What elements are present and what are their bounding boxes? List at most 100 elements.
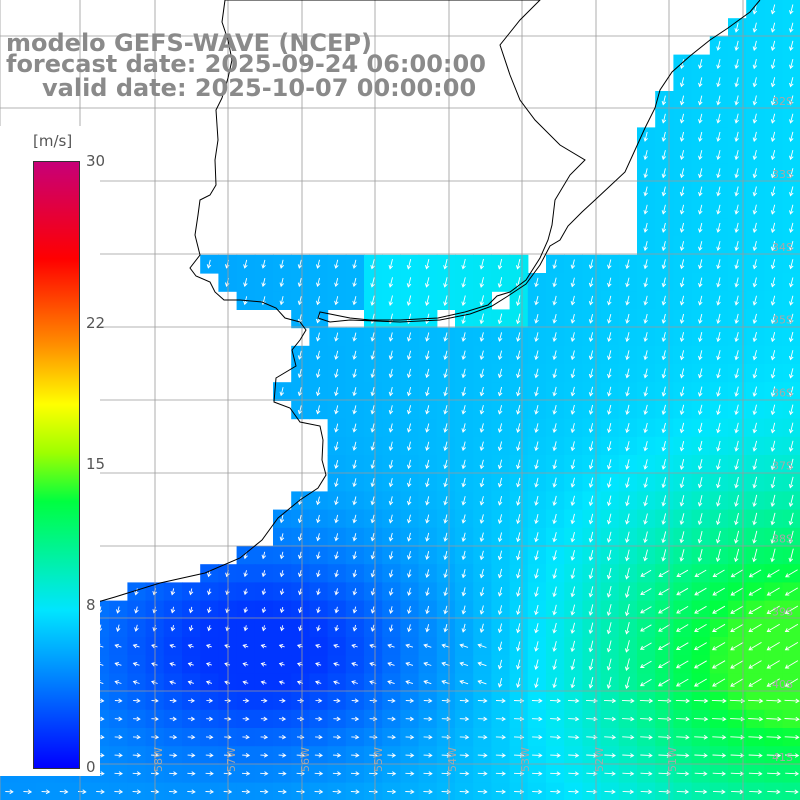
wind-arrow [752, 368, 758, 379]
wind-arrow [661, 95, 667, 106]
wind-arrow [586, 771, 598, 776]
wind-arrow [297, 551, 303, 560]
wind-arrow [606, 567, 612, 580]
wind-arrow [788, 386, 794, 397]
wind-arrow [461, 368, 467, 379]
wind-arrow [497, 532, 503, 543]
wind-arrow [661, 440, 667, 452]
wind-arrow [607, 350, 612, 361]
wind-arrow [588, 259, 594, 270]
wind-arrow [588, 350, 594, 361]
wind-arrow [586, 716, 598, 722]
wind-arrow [169, 789, 178, 795]
wind-arrow [278, 643, 285, 649]
latitude-label: 41S [772, 751, 793, 764]
wind-arrow [534, 350, 539, 361]
wind-arrow [679, 531, 685, 544]
wind-arrow [698, 313, 703, 324]
wind-arrow [679, 313, 685, 324]
wind-arrow [388, 587, 394, 596]
wind-arrow [443, 295, 448, 306]
wind-arrow [461, 532, 467, 542]
wind-arrow [588, 676, 594, 689]
wind-arrow [570, 640, 576, 653]
wind-arrow [334, 533, 339, 542]
wind-arrow [406, 350, 412, 360]
wind-arrow [297, 314, 303, 324]
wind-arrow [712, 605, 726, 614]
wind-arrow [661, 222, 667, 233]
wind-arrow [676, 734, 690, 740]
wind-arrow [188, 698, 195, 703]
wind-arrow [789, 204, 794, 215]
wind-arrow [261, 259, 266, 269]
wind-arrow [224, 716, 232, 722]
wind-arrow [661, 295, 667, 306]
wind-arrow [748, 623, 762, 633]
wind-arrow [712, 678, 726, 687]
wind-arrow [679, 59, 685, 70]
wind-arrow [552, 586, 557, 598]
wind-arrow [170, 606, 176, 614]
wind-arrow [661, 459, 667, 470]
wind-arrow [497, 423, 503, 433]
wind-arrow [477, 643, 487, 648]
wind-arrow [352, 441, 357, 451]
wind-arrow [788, 404, 794, 416]
wind-arrow [388, 258, 394, 270]
wind-arrow [315, 387, 321, 397]
wind-arrow [260, 643, 267, 649]
wind-arrow [734, 404, 739, 416]
wind-arrow [424, 277, 430, 288]
wind-arrow [693, 716, 709, 722]
wind-arrow [752, 204, 758, 215]
wind-arrow [352, 533, 357, 542]
wind-arrow [170, 588, 176, 596]
wind-arrow [588, 513, 594, 525]
wind-arrow [622, 789, 635, 795]
longitude-label: 54W [446, 747, 459, 772]
wind-arrow [242, 753, 251, 758]
wind-arrow [534, 404, 539, 415]
wind-arrow [643, 422, 648, 434]
wind-arrow [730, 753, 745, 758]
wind-arrow [531, 698, 543, 704]
wind-arrow [134, 588, 139, 596]
wind-arrow [534, 641, 539, 652]
wind-arrow [679, 168, 685, 179]
wind-arrow [387, 643, 395, 649]
wind-arrow [643, 368, 648, 379]
wind-arrow [661, 131, 667, 142]
wind-arrow [697, 548, 703, 562]
wind-arrow [443, 277, 448, 288]
wind-arrow [315, 405, 321, 415]
wind-arrow [715, 530, 721, 544]
wind-arrow [352, 259, 357, 269]
wind-arrow [789, 186, 794, 197]
wind-arrow [406, 368, 412, 379]
wind-arrow [477, 734, 488, 740]
wind-arrow [552, 677, 557, 689]
wind-arrow [770, 313, 776, 324]
wind-arrow [661, 259, 667, 270]
wind-arrow [550, 716, 561, 722]
wind-arrow [387, 680, 395, 685]
wind-arrow [567, 698, 580, 704]
wind-arrow [639, 698, 654, 704]
wind-arrow [406, 277, 412, 288]
wind-arrow [169, 662, 176, 667]
wind-arrow [679, 350, 685, 361]
wind-arrow [661, 495, 667, 507]
wind-arrow [187, 643, 194, 649]
wind-arrow [788, 440, 794, 452]
wind-arrow [261, 570, 267, 578]
wind-arrow [205, 771, 214, 776]
latitude-label: 35S [772, 314, 793, 327]
wind-arrow [333, 680, 340, 685]
wind-arrow [604, 734, 617, 740]
wind-arrow [516, 459, 521, 470]
wind-arrow [697, 513, 703, 526]
wind-arrow [693, 698, 709, 704]
wind-arrow [734, 77, 739, 88]
wind-arrow [607, 441, 612, 452]
